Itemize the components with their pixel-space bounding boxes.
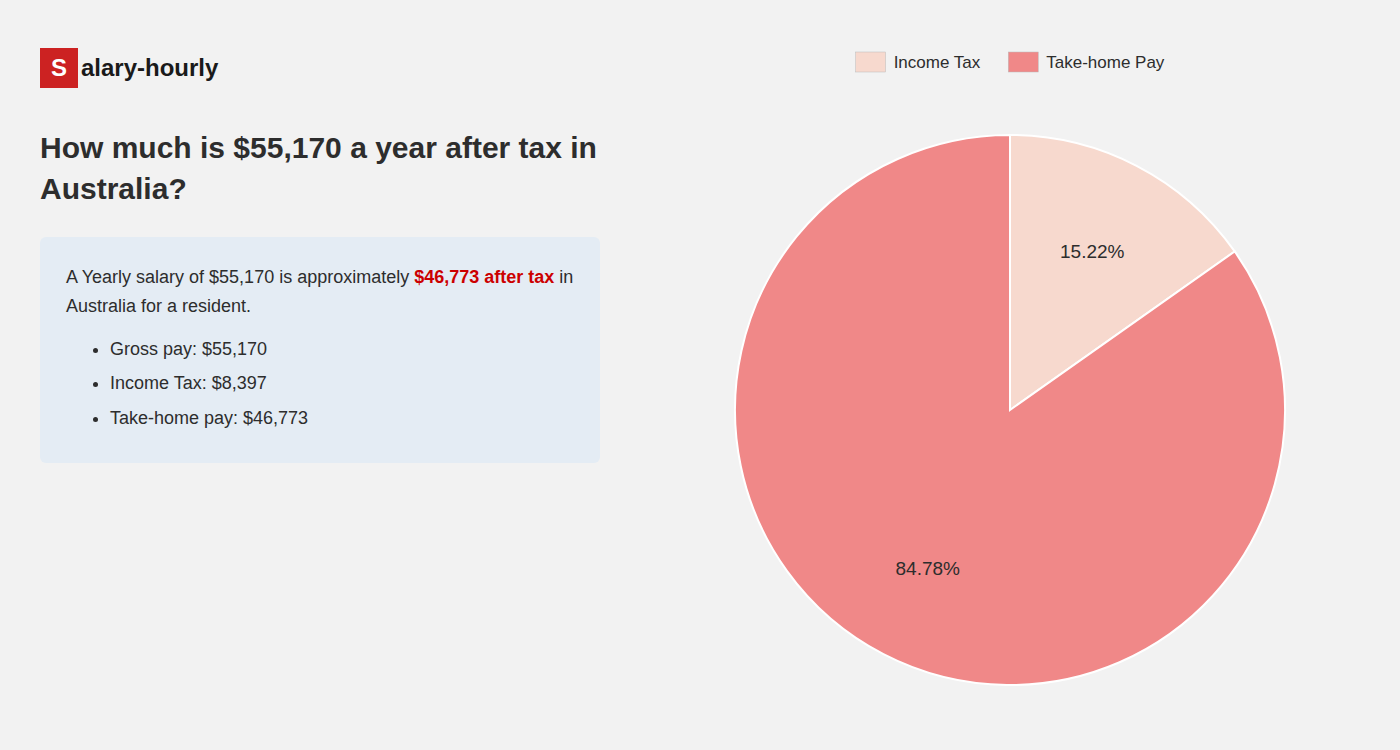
bullet-item: Gross pay: $55,170 — [110, 335, 574, 364]
logo-s: S — [40, 48, 78, 88]
legend-swatch — [1008, 52, 1038, 72]
bullet-list: Gross pay: $55,170 Income Tax: $8,397 Take… — [66, 335, 574, 433]
bullet-text: Income Tax: $8,397 — [110, 373, 267, 393]
pie-slice — [735, 135, 1285, 685]
legend-label: Income Tax — [894, 53, 981, 72]
legend-label: Take-home Pay — [1046, 53, 1165, 72]
info-text: A Yearly salary of $55,170 is approximat… — [66, 267, 414, 287]
bullet-item: Income Tax: $8,397 — [110, 369, 574, 398]
info-highlight: $46,773 after tax — [414, 267, 554, 287]
text-panel: Salary-hourly How much is $55,170 a year … — [0, 0, 620, 750]
data-labels: 15.22% 84.78% — [896, 241, 1125, 579]
bullet-item: Take-home pay: $46,773 — [110, 404, 574, 433]
logo: Salary-hourly — [40, 48, 600, 88]
info-text: Australia for a resident. — [66, 296, 251, 316]
logo-text: alary-hourly — [81, 54, 218, 82]
legend-swatch — [856, 52, 886, 72]
pie-chart: 15.22% 84.78% Income Tax Take-home Pay — [620, 0, 1400, 750]
info-line: A Yearly salary of $55,170 is approximat… — [66, 263, 574, 321]
legend: Income Tax Take-home Pay — [856, 52, 1165, 72]
bullet-text: Take-home pay: $46,773 — [110, 408, 308, 428]
info-text: in — [554, 267, 573, 287]
title: How much is $55,170 a year after tax in … — [40, 128, 600, 209]
info-box: A Yearly salary of $55,170 is approximat… — [40, 237, 600, 463]
data-label: 84.78% — [896, 558, 961, 579]
bullet-text: Gross pay: $55,170 — [110, 339, 267, 359]
slices — [735, 135, 1285, 685]
data-label: 15.22% — [1060, 241, 1125, 262]
chart-panel: 15.22% 84.78% Income Tax Take-home Pay — [620, 0, 1400, 750]
